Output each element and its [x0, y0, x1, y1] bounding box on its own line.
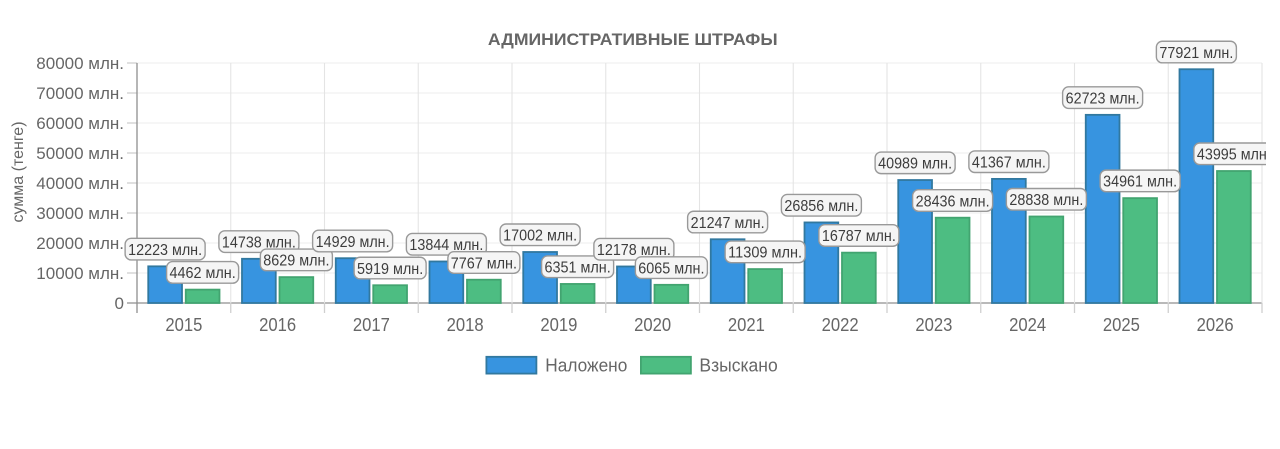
svg-text:6351 млн.: 6351 млн. [545, 260, 611, 277]
svg-text:2022: 2022 [822, 315, 859, 335]
svg-text:14738 млн.: 14738 млн. [222, 234, 296, 251]
svg-text:6065 млн.: 6065 млн. [638, 260, 704, 277]
svg-text:80000 млн.: 80000 млн. [36, 54, 124, 73]
svg-text:43995 млн.: 43995 млн. [1197, 147, 1271, 164]
svg-text:2021: 2021 [728, 315, 765, 335]
svg-text:2016: 2016 [259, 315, 296, 335]
svg-text:2023: 2023 [915, 315, 952, 335]
svg-text:2026: 2026 [1197, 315, 1234, 335]
svg-text:16787 млн.: 16787 млн. [822, 228, 896, 245]
svg-text:13844 млн.: 13844 млн. [409, 237, 483, 254]
svg-text:14929 млн.: 14929 млн. [316, 234, 390, 251]
svg-text:4462 млн.: 4462 млн. [170, 265, 236, 282]
svg-text:12178 млн.: 12178 млн. [597, 242, 671, 259]
svg-text:70000 млн.: 70000 млн. [36, 84, 124, 103]
svg-text:2024: 2024 [1009, 315, 1046, 335]
svg-text:2018: 2018 [447, 315, 484, 335]
svg-text:2017: 2017 [353, 315, 390, 335]
svg-text:10000 млн.: 10000 млн. [36, 264, 124, 283]
svg-text:20000 млн.: 20000 млн. [36, 234, 124, 253]
svg-text:26856 млн.: 26856 млн. [784, 198, 858, 215]
svg-text:21247 млн.: 21247 млн. [691, 215, 765, 232]
svg-text:28436 млн.: 28436 млн. [916, 193, 990, 210]
svg-text:2019: 2019 [540, 315, 577, 335]
svg-text:11309 млн.: 11309 млн. [728, 245, 802, 262]
svg-text:62723 млн.: 62723 млн. [1066, 90, 1140, 107]
svg-text:8629 млн.: 8629 млн. [263, 253, 329, 270]
svg-text:60000 млн.: 60000 млн. [36, 114, 124, 133]
svg-text:50000 млн.: 50000 млн. [36, 144, 124, 163]
svg-text:77921 млн.: 77921 млн. [1159, 45, 1233, 62]
svg-text:7767 млн.: 7767 млн. [451, 255, 517, 272]
svg-text:5919 млн.: 5919 млн. [357, 261, 423, 278]
svg-text:40000 млн.: 40000 млн. [36, 174, 124, 193]
svg-text:Взыскано: Взыскано [699, 356, 777, 376]
svg-text:2020: 2020 [634, 315, 671, 335]
svg-text:АДМИНИСТРАТИВНЫЕ ШТРАФЫ: АДМИНИСТРАТИВНЫЕ ШТРАФЫ [488, 30, 778, 49]
svg-text:28838 млн.: 28838 млн. [1009, 192, 1083, 209]
svg-text:0: 0 [115, 294, 124, 313]
svg-text:17002 млн.: 17002 млн. [503, 228, 577, 245]
svg-text:40989 млн.: 40989 млн. [878, 156, 952, 173]
svg-text:34961 млн.: 34961 млн. [1103, 174, 1177, 191]
svg-text:Наложено: Наложено [545, 356, 627, 376]
svg-text:2015: 2015 [165, 315, 202, 335]
svg-text:41367 млн.: 41367 млн. [972, 155, 1046, 172]
svg-text:сумма (тенге): сумма (тенге) [10, 121, 27, 222]
svg-text:2025: 2025 [1103, 315, 1140, 335]
svg-text:12223 млн.: 12223 млн. [128, 242, 202, 259]
svg-text:30000 млн.: 30000 млн. [36, 204, 124, 223]
